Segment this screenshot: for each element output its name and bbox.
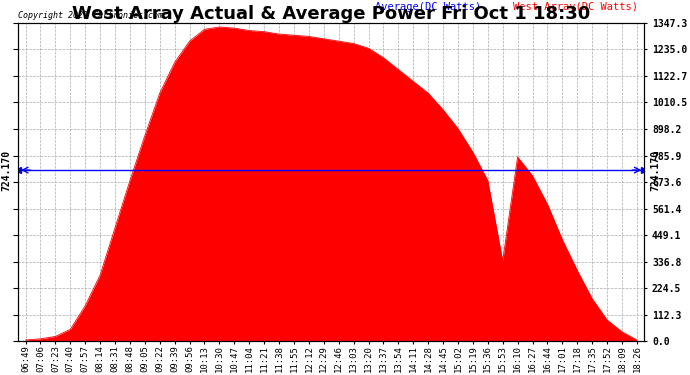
Text: West Array(DC Watts): West Array(DC Watts) bbox=[513, 2, 638, 12]
Text: Average(DC Watts): Average(DC Watts) bbox=[375, 2, 482, 12]
Text: Copyright 2021 Cartronics.com: Copyright 2021 Cartronics.com bbox=[18, 11, 163, 20]
Title: West Array Actual & Average Power Fri Oct 1 18:30: West Array Actual & Average Power Fri Oc… bbox=[72, 5, 591, 23]
Text: 724.170: 724.170 bbox=[2, 150, 12, 190]
Text: 724.170: 724.170 bbox=[651, 150, 660, 190]
